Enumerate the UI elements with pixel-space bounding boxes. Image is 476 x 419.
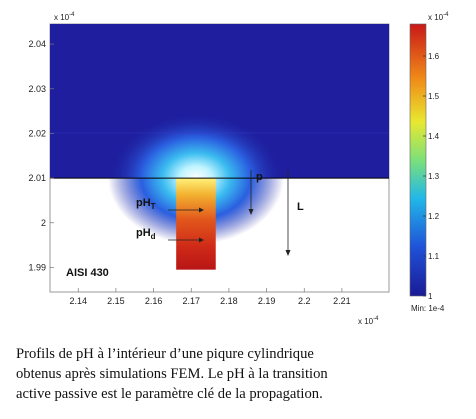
colorbar-gradient xyxy=(409,23,427,297)
x-tick-label: 2.2 xyxy=(298,296,311,306)
x-tick-label: 2.21 xyxy=(333,296,351,306)
x-axis-ticks: 2.14 2.15 2.16 2.17 2.18 2.19 2.2 2.21 xyxy=(69,288,351,306)
caption-line-2: obtenus après simulations FEM. Le pH à l… xyxy=(16,366,328,382)
caption-line-3: active passive est le paramètre clé de l… xyxy=(16,386,323,402)
colorbar: x 10-4 1.6 1.5 1.4 1.3 1.2 1.1 1 Min: 1e-4 xyxy=(409,12,449,313)
arrowhead-l xyxy=(285,250,291,256)
colorbar-tick-label: 1 xyxy=(428,292,433,301)
x-tick-label: 2.19 xyxy=(258,296,276,306)
material-label: AISI 430 xyxy=(66,267,109,279)
x-tick-label: 2.16 xyxy=(145,296,163,306)
caption-line-1: Profils de pH à l’intérieur d’une piqure… xyxy=(16,346,314,362)
label-p: p xyxy=(256,171,263,183)
colorbar-tick-label: 1.6 xyxy=(428,52,440,61)
label-ph-t: pHT xyxy=(136,197,156,211)
y-tick-label: 2.04 xyxy=(28,39,46,49)
colorbar-tick-label: 1.5 xyxy=(428,92,440,101)
y-axis-ticks: 2.04 2.03 2.02 2.01 2 1.99 xyxy=(28,39,54,272)
x-tick-label: 2.18 xyxy=(220,296,238,306)
colorbar-ticks: 1.6 1.5 1.4 1.3 1.2 1.1 1 xyxy=(423,52,440,301)
y-tick-label: 2.01 xyxy=(28,173,46,183)
x-tick-label: 2.17 xyxy=(182,296,200,306)
y-tick-label: 2 xyxy=(41,218,46,228)
colorbar-tick-label: 1.1 xyxy=(428,252,440,261)
y-tick-label: 2.02 xyxy=(28,128,46,138)
arrowhead-p xyxy=(248,209,254,215)
y-tick-label: 1.99 xyxy=(28,262,46,272)
label-ph-d: pHd xyxy=(136,227,156,241)
simulation-figure: 2.14 2.15 2.16 2.17 2.18 2.19 2.2 2.21 2.04 2.03… xyxy=(28,12,450,326)
x-tick-label: 2.14 xyxy=(69,296,87,306)
colorbar-min-label: Min: 1e-4 xyxy=(411,304,445,313)
y-tick-label: 2.03 xyxy=(28,84,46,94)
figure-caption: Profils de pH à l’intérieur d’une piqure… xyxy=(16,344,426,404)
arrowhead-ph-t xyxy=(199,207,204,213)
pit-region xyxy=(176,178,216,270)
y-exponent-label: x 10-4 xyxy=(54,12,75,22)
colorbar-tick-label: 1.2 xyxy=(428,212,440,221)
x-exponent-label: x 10-4 xyxy=(358,316,379,326)
label-l: L xyxy=(297,201,304,213)
colorbar-exponent-label: x 10-4 xyxy=(428,12,449,22)
colorbar-tick-label: 1.4 xyxy=(428,132,440,141)
plot-area: 2.14 2.15 2.16 2.17 2.18 2.19 2.2 2.21 2.04 2.03… xyxy=(28,23,390,306)
colorbar-tick-label: 1.3 xyxy=(428,172,440,181)
x-tick-label: 2.15 xyxy=(107,296,125,306)
arrowhead-ph-d xyxy=(199,237,204,243)
annotations: pHT pHd p L AISI 430 xyxy=(66,170,304,279)
